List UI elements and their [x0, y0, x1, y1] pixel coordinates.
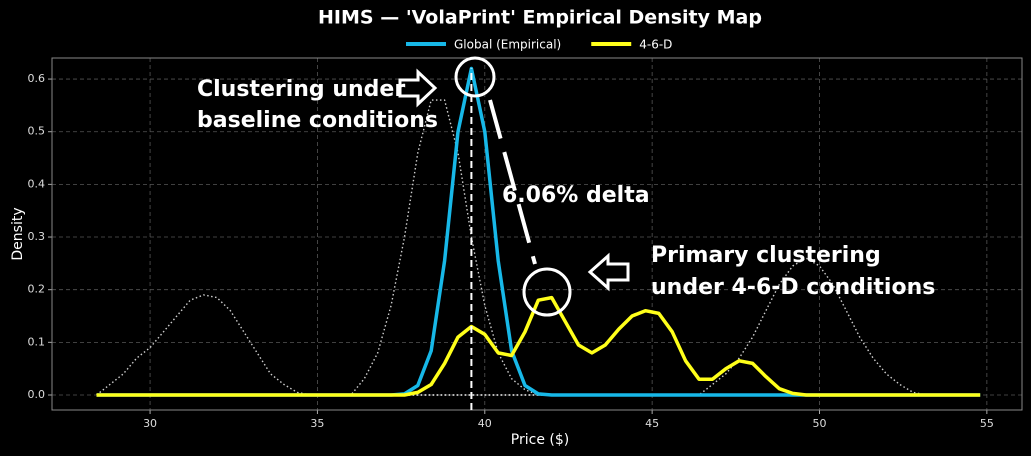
- x-tick-label: 30: [143, 417, 157, 430]
- legend-label: Global (Empirical): [454, 38, 561, 52]
- legend: Global (Empirical) 4-6-D: [406, 38, 672, 52]
- arrow: [587, 252, 630, 292]
- x-axis-label: Price ($): [511, 432, 569, 448]
- x-tick-label: 40: [478, 417, 492, 430]
- delta-line: [488, 99, 537, 265]
- highlight-circle: [522, 267, 572, 317]
- x-tick-label: 55: [980, 417, 994, 430]
- annotation-text: 6.06% delta: [502, 183, 650, 208]
- legend-label: 4-6-D: [639, 38, 672, 52]
- annotation-text: baseline conditions: [197, 108, 438, 133]
- chart-title: HIMS — 'VolaPrint' Empirical Density Map: [318, 7, 762, 29]
- series-line: [96, 295, 981, 397]
- annotations: Clustering under baseline conditions 6.0…: [197, 56, 935, 317]
- highlight-circle: [454, 56, 496, 98]
- x-tick-label: 35: [310, 417, 324, 430]
- annotation-text: Primary clustering: [651, 243, 881, 268]
- annotation-text: under 4-6-D conditions: [651, 275, 935, 300]
- y-tick-label: 0.6: [28, 72, 46, 85]
- y-tick-label: 0.3: [28, 230, 46, 243]
- y-tick-label: 0.2: [28, 283, 46, 296]
- plot-area: 30 35 40 45 50 55 0.0 0.1 0.2 0.3 0.4 0.5 0.6: [28, 57, 1023, 430]
- plot-frame: [51, 57, 1023, 411]
- y-axis-label: Density: [10, 207, 26, 260]
- y-tick-label: 0.1: [28, 335, 46, 348]
- y-tick-label: 0.0: [28, 388, 46, 401]
- y-tick-label: 0.5: [28, 125, 46, 138]
- arrow: [398, 68, 438, 108]
- x-tick-label: 50: [812, 417, 826, 430]
- y-tick-label: 0.4: [28, 177, 46, 190]
- x-tick-label: 45: [645, 417, 659, 430]
- annotation-text: Clustering under: [197, 77, 405, 102]
